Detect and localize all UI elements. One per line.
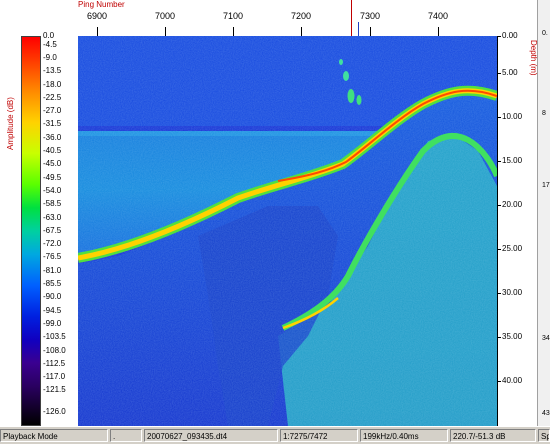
ping-tick-mark: [438, 27, 439, 36]
ping-tick-mark: [370, 27, 371, 36]
amplitude-tick: -36.0: [43, 132, 62, 142]
secondary-tick: 17: [542, 182, 550, 189]
amplitude-tick: -40.5: [43, 146, 62, 155]
secondary-tick: 0.: [542, 30, 548, 37]
amplitude-tick: -31.5: [43, 119, 62, 129]
ping-tick: 7000: [154, 11, 176, 21]
amplitude-tick: -94.5: [43, 305, 62, 315]
depth-tick-mark: [498, 73, 501, 74]
ping-tick: 7100: [222, 11, 244, 21]
depth-tick: 10.00: [502, 112, 523, 121]
amplitude-tick: -99.0: [43, 318, 62, 328]
fish-target: [343, 71, 349, 81]
amplitude-tick: -54.0: [43, 185, 62, 195]
depth-tick-mark: [498, 337, 501, 338]
amplitude-tick: -108.0: [43, 345, 66, 355]
status-frequency: 199kHz/0.40ms: [360, 429, 448, 442]
amplitude-axis-label: Amplitude (dB): [6, 40, 20, 160]
ping-tick: 7300: [359, 11, 381, 21]
amplitude-tick: -126.0: [43, 407, 66, 416]
depth-tick-mark: [498, 205, 501, 206]
status-bar: Playback Mode . 20070627_093435.dt4 1:72…: [0, 426, 550, 444]
status-mode: Playback Mode: [0, 429, 108, 442]
amplitude-tick: -27.0: [43, 106, 62, 116]
secondary-tick: 34: [542, 335, 550, 342]
ping-cursor-marker[interactable]: [351, 0, 352, 36]
ping-tick: 6900: [86, 11, 108, 21]
fish-target: [356, 95, 362, 105]
amplitude-tick: -22.5: [43, 92, 62, 102]
amplitude-tick: -18.0: [43, 79, 62, 89]
amplitude-tick: -67.5: [43, 225, 62, 235]
right-secondary-axis: 0. 8 17 34 43: [537, 0, 550, 426]
ping-tick: 7400: [427, 11, 449, 21]
status-ping: 1:7275/7472: [280, 429, 358, 442]
secondary-tick: 43: [542, 410, 550, 417]
amplitude-tick: -81.0: [43, 265, 62, 275]
amplitude-ticks: 0.0 -4.5 -9.0 -13.5 -18.0 -22.5 -27.0 -3…: [43, 32, 77, 426]
amplitude-tick: -4.5: [43, 39, 57, 49]
amplitude-tick: -121.5: [43, 385, 66, 395]
amplitude-tick: 0.0: [43, 31, 55, 40]
amplitude-tick: -63.0: [43, 212, 62, 222]
depth-tick: 15.00: [502, 156, 523, 165]
depth-tick-mark: [498, 36, 501, 37]
amplitude-tick: -13.5: [43, 66, 62, 76]
amplitude-tick: -117.0: [43, 372, 66, 382]
amplitude-tick: -103.5: [43, 332, 66, 342]
depth-tick: 35.00: [502, 332, 523, 341]
sub-bottom-reflector: [281, 133, 497, 331]
depth-tick: 25.00: [502, 244, 523, 253]
ping-axis-title: Ping Number: [78, 0, 125, 9]
status-file: 20070627_093435.dt4: [144, 429, 278, 442]
amplitude-tick: -45.0: [43, 159, 62, 169]
amplitude-tick: -76.5: [43, 252, 62, 262]
amplitude-tick: -90.0: [43, 292, 62, 302]
ping-tick-mark: [301, 27, 302, 36]
fish-target: [339, 59, 343, 65]
amplitude-tick: -9.0: [43, 52, 57, 62]
status-amplitude: 220.7/-51.3 dB: [450, 429, 536, 442]
ping-tick-mark: [233, 27, 234, 36]
amplitude-tick: -58.5: [43, 199, 62, 209]
amplitude-color-scale: [21, 36, 41, 426]
sub-bottom-reflector-core: [282, 297, 339, 330]
ping-tick-mark: [97, 27, 98, 36]
depth-tick: 40.00: [502, 376, 523, 385]
depth-tick-mark: [498, 381, 501, 382]
depth-tick: 20.00: [502, 200, 523, 209]
ping-tick: 7200: [290, 11, 312, 21]
fish-target: [347, 89, 355, 103]
status-separator: .: [110, 429, 142, 442]
amplitude-axis-label-text: Amplitude (dB): [6, 97, 15, 150]
ping-tick-mark: [165, 27, 166, 36]
amplitude-tick: -72.0: [43, 239, 62, 249]
depth-tick-mark: [498, 117, 501, 118]
ping-cursor-secondary-marker: [358, 22, 359, 36]
depth-tick: 5.00: [502, 68, 518, 77]
depth-tick: 0.00: [502, 31, 518, 40]
secondary-tick: 8: [542, 110, 546, 117]
status-extra: Sp: [538, 429, 550, 442]
ping-number-axis: Ping Number 6900 7000 7100 7200 7300 740…: [0, 0, 550, 36]
depth-tick: 30.00: [502, 288, 523, 297]
depth-tick-mark: [498, 161, 501, 162]
depth-tick-mark: [498, 249, 501, 250]
amplitude-tick: -85.5: [43, 279, 62, 288]
echogram-display[interactable]: [78, 36, 497, 426]
amplitude-tick: -112.5: [43, 358, 66, 368]
depth-axis: 0.00 5.00 10.00 15.00 20.00 25.00 30.00 …: [497, 32, 537, 426]
echogram-image: [78, 36, 497, 426]
bottom-echo-core: [277, 89, 497, 182]
depth-tick-mark: [498, 293, 501, 294]
amplitude-tick: -49.5: [43, 172, 62, 182]
